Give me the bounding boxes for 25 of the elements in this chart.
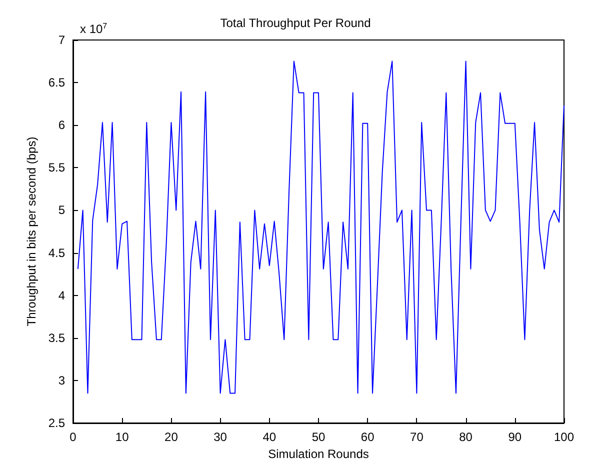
y-tick-label: 6 [58, 118, 66, 132]
x-tick-label: 60 [360, 430, 375, 444]
line-series [77, 60, 564, 394]
y-tick-label: 4 [58, 288, 66, 302]
chart-title: Total Throughput Per Round [220, 16, 371, 30]
x-tick-label: 50 [312, 430, 326, 444]
y-tick-label: 4.5 [48, 246, 66, 260]
y-tick-label: 5 [58, 203, 66, 218]
x-tick-label: 80 [459, 430, 473, 444]
y-tick-label: 3 [58, 373, 66, 388]
x-axis-title: Simulation Rounds [268, 446, 369, 461]
y-tick-label: 7 [58, 33, 66, 47]
y-axis-title: Throughput in bits per second (bps) [24, 136, 38, 326]
x-tick-label: 20 [164, 430, 178, 444]
x-tick-label: 70 [410, 430, 424, 444]
x-tick-label: 30 [214, 430, 228, 444]
x-tick-label: 100 [554, 430, 574, 444]
y-tick-label: 6.5 [48, 76, 66, 90]
x-tick-label: 40 [262, 430, 276, 444]
x-tick-label: 0 [70, 430, 77, 444]
x-tick-label: 10 [115, 430, 130, 444]
y-tick-label: 3.5 [48, 330, 66, 345]
x-tick-label: 90 [508, 430, 522, 444]
y-tick-label: 5.5 [48, 160, 66, 175]
y-tick-label: 2.5 [48, 416, 66, 430]
